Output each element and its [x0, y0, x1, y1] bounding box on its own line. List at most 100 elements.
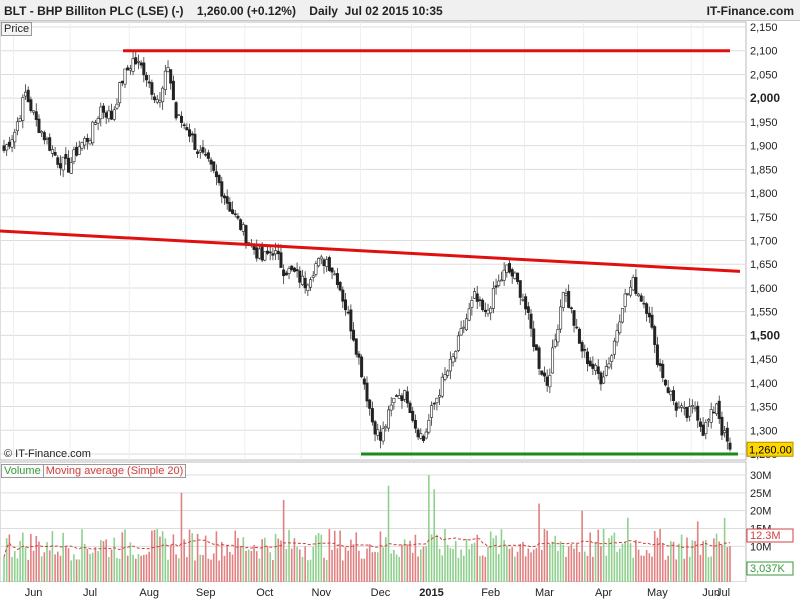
candle-body [317, 258, 321, 267]
candle-body [505, 264, 509, 273]
volume-bar [417, 556, 419, 582]
candle-body [712, 411, 716, 414]
candle-body [443, 374, 447, 380]
volume-bar [723, 517, 726, 582]
volume-bar [616, 551, 618, 582]
volume-bar [476, 534, 479, 582]
candle-body [282, 269, 286, 277]
time-tick-label: Apr [595, 587, 612, 599]
candle-body [10, 139, 14, 148]
descending-resistance-line[interactable] [0, 229, 741, 273]
volume-bar [438, 548, 441, 582]
candle-body [136, 60, 140, 63]
candle-body [378, 431, 382, 441]
volume-bar [489, 531, 492, 582]
candle-body [37, 118, 41, 133]
volume-bar [680, 534, 683, 582]
volume-bar [264, 537, 266, 582]
candle-body [728, 442, 732, 450]
volume-bar [637, 549, 640, 582]
volume-legend[interactable]: Volume Moving average (Simple 20) [1, 464, 187, 478]
volume-bar [414, 534, 417, 582]
volume-bar [304, 546, 306, 582]
volume-bar [315, 535, 317, 582]
candle-body [408, 402, 412, 413]
candle-body [257, 248, 261, 259]
volume-bar [180, 492, 183, 582]
candle-body [145, 75, 149, 81]
volume-bar [94, 547, 97, 582]
candle-body [451, 356, 455, 363]
candle-body [239, 219, 243, 230]
legend-moving-average: Moving average (Simple 20) [45, 465, 184, 477]
price-panel-label[interactable]: Price [1, 22, 33, 36]
volume-bar [100, 540, 102, 582]
volume-bar [231, 554, 234, 582]
volume-bar [70, 560, 73, 582]
volume-bar [530, 552, 532, 582]
candle-body [610, 355, 614, 362]
volume-bar [479, 556, 481, 582]
volume-bar [645, 550, 648, 582]
volume-bar [406, 544, 409, 582]
volume-bar [102, 541, 105, 582]
candle-body [602, 376, 606, 384]
volume-bar [667, 555, 669, 582]
candle-body [446, 370, 450, 376]
candle-body [263, 251, 267, 261]
candle-body [204, 153, 208, 156]
candle-body [360, 356, 364, 378]
candle-body [268, 251, 272, 254]
candle-body [626, 293, 630, 295]
candle-body [532, 328, 536, 347]
volume-bar [457, 557, 460, 582]
volume-bar [13, 550, 16, 582]
time-tick-label: Oct [256, 587, 273, 599]
candle-body [231, 209, 235, 214]
candle-body [545, 376, 549, 386]
volume-bar [382, 547, 384, 582]
volume-bar [48, 550, 51, 582]
candle-body [639, 295, 643, 302]
candle-body [163, 70, 167, 90]
volume-bar [344, 547, 347, 582]
candle-body [704, 422, 708, 435]
candle-body [594, 365, 598, 371]
candle-body [432, 402, 436, 405]
candle-body [233, 213, 237, 216]
volume-bar [250, 550, 253, 582]
volume-bar [202, 555, 204, 582]
volume-bar [610, 535, 613, 582]
candle-body [279, 252, 283, 268]
candle-body [588, 360, 592, 367]
volume-bar [288, 529, 290, 582]
volume-bar [19, 541, 21, 582]
candle-body [526, 306, 530, 313]
volume-tick-label: 20M [750, 506, 771, 518]
candle-body [212, 161, 216, 171]
candle-body [456, 335, 460, 351]
candle-body [85, 137, 89, 142]
volume-bar [484, 556, 487, 582]
candle-body [93, 122, 97, 125]
volume-bar [627, 517, 629, 582]
candle-body [467, 308, 471, 321]
volume-bar [333, 530, 336, 582]
volume-bar [460, 549, 462, 582]
price-tick-label: 1,800 [750, 188, 778, 200]
candle-body [188, 129, 192, 137]
candle-body [128, 68, 132, 71]
volume-bar [581, 510, 583, 582]
candle-body [583, 349, 587, 351]
candle-body [677, 406, 681, 409]
candle-body [516, 272, 520, 282]
candle-body [99, 106, 103, 120]
volume-bar [175, 554, 177, 582]
volume-bar [35, 535, 38, 582]
volume-tick-label: 10M [750, 541, 771, 553]
candle-body [292, 267, 296, 272]
candle-body [2, 145, 6, 151]
candle-body [620, 308, 624, 323]
candle-body [5, 144, 9, 151]
